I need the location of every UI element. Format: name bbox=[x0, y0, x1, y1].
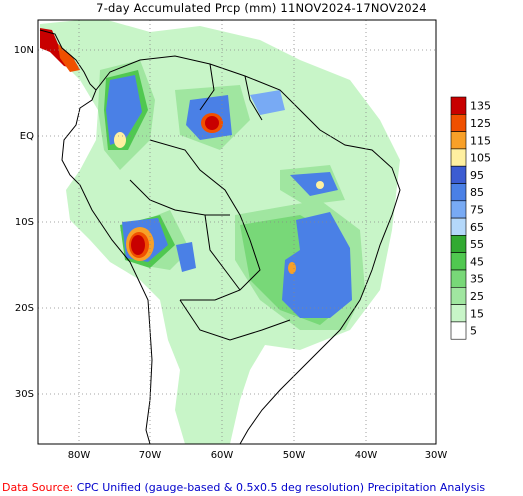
colorbar-label: 115 bbox=[470, 134, 491, 147]
lat-axis: 10N EQ 10S 20S 30S bbox=[14, 45, 34, 400]
colorbar-label: 25 bbox=[470, 290, 484, 303]
colorbar-swatch bbox=[450, 252, 467, 271]
colorbar-label: 35 bbox=[470, 273, 484, 286]
lon-label: 40W bbox=[355, 450, 378, 461]
colorbar-label: 65 bbox=[470, 221, 484, 234]
lat-label: 10N bbox=[14, 45, 34, 56]
colorbar-swatch bbox=[450, 148, 467, 167]
colorbar-swatch bbox=[450, 200, 467, 219]
colorbar-swatch bbox=[450, 165, 467, 184]
lat-label: EQ bbox=[20, 131, 34, 142]
colorbar-swatch bbox=[450, 114, 467, 132]
colorbar-label: 15 bbox=[470, 307, 484, 320]
colorbar-label: 95 bbox=[470, 169, 484, 182]
colorbar-label: 75 bbox=[470, 203, 484, 216]
lon-label: 30W bbox=[425, 450, 448, 461]
colorbar-swatch bbox=[450, 286, 467, 305]
coastlines bbox=[39, 29, 401, 444]
lon-axis: 80W 70W 60W 50W 40W 30W bbox=[68, 450, 448, 461]
colorbar-label: 105 bbox=[470, 152, 491, 165]
lon-label: 50W bbox=[283, 450, 306, 461]
colorbar: 135 125 115 105 95 85 75 65 55 45 35 25 15 5 bbox=[450, 96, 491, 340]
colorbar-label: 125 bbox=[470, 117, 491, 130]
precip-fields bbox=[40, 20, 400, 444]
colorbar-swatch bbox=[450, 321, 467, 340]
data-source-text: CPC Unified (gauge-based & 0.5x0.5 deg r… bbox=[73, 481, 486, 494]
lat-label: 10S bbox=[15, 217, 34, 228]
colorbar-label: 85 bbox=[470, 186, 484, 199]
lon-label: 60W bbox=[211, 450, 234, 461]
colorbar-label: 45 bbox=[470, 255, 484, 268]
map-frame bbox=[37, 19, 437, 445]
data-source-line: Data Source: CPC Unified (gauge-based & … bbox=[2, 481, 485, 494]
colorbar-label: 5 bbox=[470, 325, 477, 338]
colorbar-swatch bbox=[450, 96, 467, 115]
grid-lines bbox=[38, 20, 436, 444]
colorbar-swatch bbox=[450, 269, 467, 288]
colorbar-swatch bbox=[450, 183, 467, 202]
lon-label: 80W bbox=[68, 450, 91, 461]
colorbar-swatch bbox=[450, 131, 467, 150]
data-source-label: Data Source: bbox=[2, 481, 74, 494]
lat-label: 20S bbox=[15, 303, 34, 314]
colorbar-swatch bbox=[450, 304, 467, 323]
lon-label: 70W bbox=[139, 450, 162, 461]
colorbar-swatch bbox=[450, 217, 467, 236]
colorbar-swatch bbox=[450, 235, 467, 253]
colorbar-label: 55 bbox=[470, 238, 484, 251]
colorbar-label: 135 bbox=[470, 100, 491, 113]
lat-label: 30S bbox=[15, 389, 34, 400]
map-title: 7-day Accumulated Prcp (mm) 11NOV2024-17… bbox=[96, 1, 427, 15]
